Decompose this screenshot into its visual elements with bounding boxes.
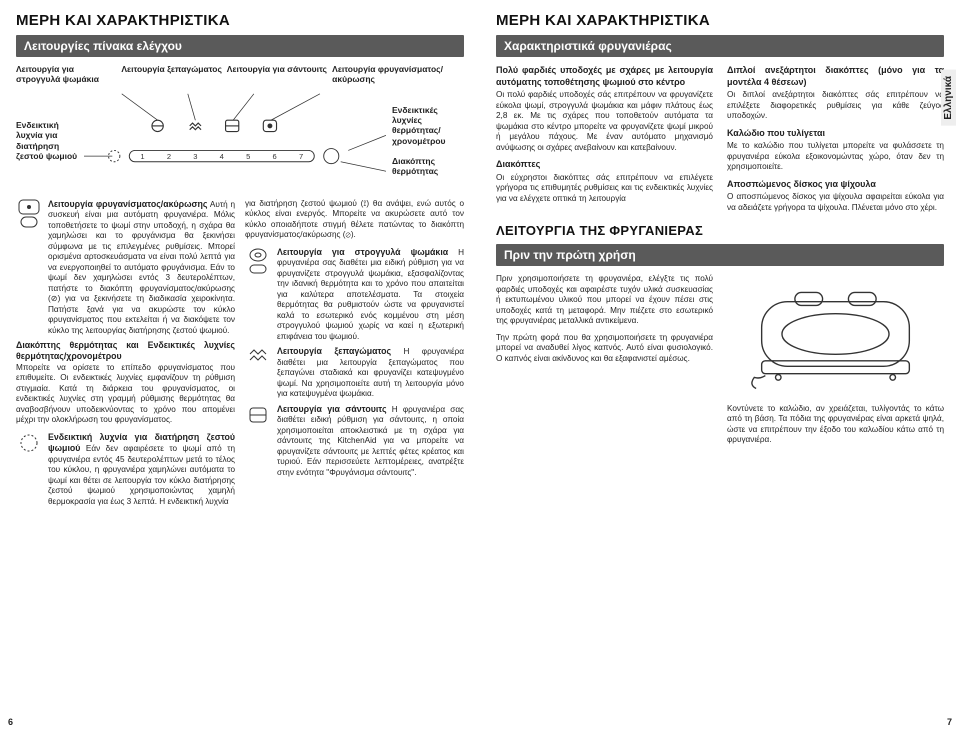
op-p3: Κοντύνετε το καλώδιο, αν χρειάζεται, τυλ… bbox=[727, 404, 944, 446]
r3-title: Λειτουργία ξεπαγώματος bbox=[277, 346, 391, 356]
svg-text:6: 6 bbox=[273, 151, 277, 160]
cancel-icon bbox=[16, 199, 42, 337]
defrost-icon bbox=[245, 346, 271, 400]
side-left-label: Ενδεικτική λυχνία για διατήρηση ζεστού ψ… bbox=[16, 120, 78, 161]
title-left: ΜΕΡΗ ΚΑΙ ΧΑΡΑΚΤΗΡΙΣΤΙΚΑ bbox=[16, 12, 464, 29]
c1p2: Οι εύχρηστοι διακόπτες σάς επιτρέπουν να… bbox=[496, 173, 713, 205]
c2t2: Καλώδιο που τυλίγεται bbox=[727, 128, 944, 140]
op-p1: Πριν χρησιμοποιήσετε τη φρυγανιέρα, ελέγ… bbox=[496, 274, 713, 327]
r2: Η φρυγανιέρα σας διαθέτει μια ειδική ρύθ… bbox=[277, 248, 464, 341]
c2p2: Με το καλώδιο που τυλίγεται μπορείτε να … bbox=[727, 141, 944, 173]
r4-title: Λειτουργία για σάντουιτς bbox=[277, 404, 387, 414]
c1p1: Οι πολύ φαρδιές υποδοχές σάς επιτρέπουν … bbox=[496, 90, 713, 153]
p2-title: Διακόπτης θερμότητας και Ενδεικτικές λυχ… bbox=[16, 340, 235, 363]
op-sub: Πριν την πρώτη χρήση bbox=[496, 244, 944, 266]
c1t1: Πολύ φαρδιές υποδοχές με σχάρες με λειτο… bbox=[496, 65, 713, 88]
side-right-1: Ενδεικτικές λυχνίες θερμότητας/ χρονομέτ… bbox=[392, 105, 464, 146]
lbl-defrost: Λειτουργία ξεπαγώματος bbox=[121, 65, 222, 85]
svg-text:4: 4 bbox=[220, 151, 224, 160]
svg-text:7: 7 bbox=[299, 151, 303, 160]
p2: Μπορείτε να ορίσετε το επίπεδο φρυγανίσμ… bbox=[16, 363, 235, 425]
svg-text:2: 2 bbox=[167, 151, 171, 160]
r2-title: Λειτουργία για στρογγυλά ψωμάκια bbox=[277, 247, 448, 257]
c1t2: Διακόπτες bbox=[496, 159, 713, 171]
svg-text:5: 5 bbox=[246, 151, 250, 160]
section-left: Λειτουργίες πίνακα ελέγχου bbox=[16, 35, 464, 57]
left-col-2: για διατήρηση ζεστού ψωμιού (⟟) θα ανάψε… bbox=[245, 199, 464, 512]
pagenum-left: 6 bbox=[8, 717, 13, 727]
c2t1: Διπλοί ανεξάρτητοι διακόπτες (μόνο για τ… bbox=[727, 65, 944, 88]
sandwich-icon bbox=[245, 404, 271, 479]
c2p1: Οι διπλοί ανεξάρτητοι διακόπτες σάς επιτ… bbox=[727, 90, 944, 122]
p1: Αυτή η συσκευή είναι μια αυτόματη φρυγαν… bbox=[48, 200, 235, 335]
c2t3: Αποσπώμενος δίσκος για ψίχουλα bbox=[727, 179, 944, 191]
op-p2: Την πρώτη φορά που θα χρησιμοποιήσετε τη… bbox=[496, 333, 713, 365]
section-right: Χαρακτηριστικά φρυγανιέρας bbox=[496, 35, 944, 57]
svg-text:1: 1 bbox=[140, 151, 144, 160]
r1: για διατήρηση ζεστού ψωμιού (⟟) θα ανάψε… bbox=[245, 199, 464, 241]
page-right: ΜΕΡΗ ΚΑΙ ΧΑΡΑΚΤΗΡΙΣΤΙΚΑ Χαρακτηριστικά φ… bbox=[480, 0, 960, 731]
lang-tab: Ελληνικά bbox=[941, 70, 956, 126]
title-right: ΜΕΡΗ ΚΑΙ ΧΑΡΑΚΤΗΡΙΣΤΙΚΑ bbox=[496, 12, 944, 29]
control-diagram: 1 2 3 4 5 6 7 bbox=[84, 91, 386, 191]
right-top-cols: Πολύ φαρδιές υποδοχές με σχάρες με λειτο… bbox=[496, 65, 944, 219]
p1-title: Λειτουργία φρυγανίσματος/ακύρωσης bbox=[48, 199, 208, 209]
svg-text:3: 3 bbox=[193, 151, 197, 160]
lbl-sand: Λειτουργία για σάντουιτς bbox=[227, 65, 328, 85]
side-right-2: Διακόπτης θερμότητας bbox=[392, 156, 464, 176]
left-col-1: Λειτουργία φρυγανίσματος/ακύρωσης Αυτή η… bbox=[16, 199, 235, 512]
left-columns: Λειτουργία φρυγανίσματος/ακύρωσης Αυτή η… bbox=[16, 199, 464, 512]
right-bottom-cols: Πριν χρησιμοποιήσετε τη φρυγανιέρα, ελέγ… bbox=[496, 274, 944, 452]
top-labels: Λειτουργία για στρογγυλά ψωμάκια Λειτουρ… bbox=[16, 65, 464, 85]
lbl-cancel: Λειτουργία φρυγανίσματος/ ακύρωσης bbox=[332, 65, 464, 85]
pagenum-right: 7 bbox=[947, 717, 952, 727]
op-title: ΛΕΙΤΟΥΡΓΙΑ ΤΗΣ ΦΡΥΓΑΝΙΕΡΑΣ bbox=[496, 223, 944, 238]
bagel-icon bbox=[245, 247, 271, 343]
page-left: ΜΕΡΗ ΚΑΙ ΧΑΡΑΚΤΗΡΙΣΤΙΚΑ Λειτουργίες πίνα… bbox=[0, 0, 480, 731]
lbl-bagel: Λειτουργία για στρογγυλά ψωμάκια bbox=[16, 65, 117, 85]
c2p3: Ο αποσπώμενος δίσκος για ψίχουλα αφαιρεί… bbox=[727, 192, 944, 213]
panel-svg: 1 2 3 4 5 6 7 bbox=[84, 91, 386, 191]
toaster-illustration bbox=[727, 274, 944, 394]
keepwarm-icon bbox=[16, 432, 42, 508]
diagram-row: Ενδεικτική λυχνία για διατήρηση ζεστού ψ… bbox=[16, 91, 464, 191]
p3: Εάν δεν αφαιρέσετε το ψωμί από τη φρυγαν… bbox=[48, 444, 235, 506]
r4: Η φρυγανιέρα σας διαθέτει ειδική ρύθμιση… bbox=[277, 405, 464, 477]
